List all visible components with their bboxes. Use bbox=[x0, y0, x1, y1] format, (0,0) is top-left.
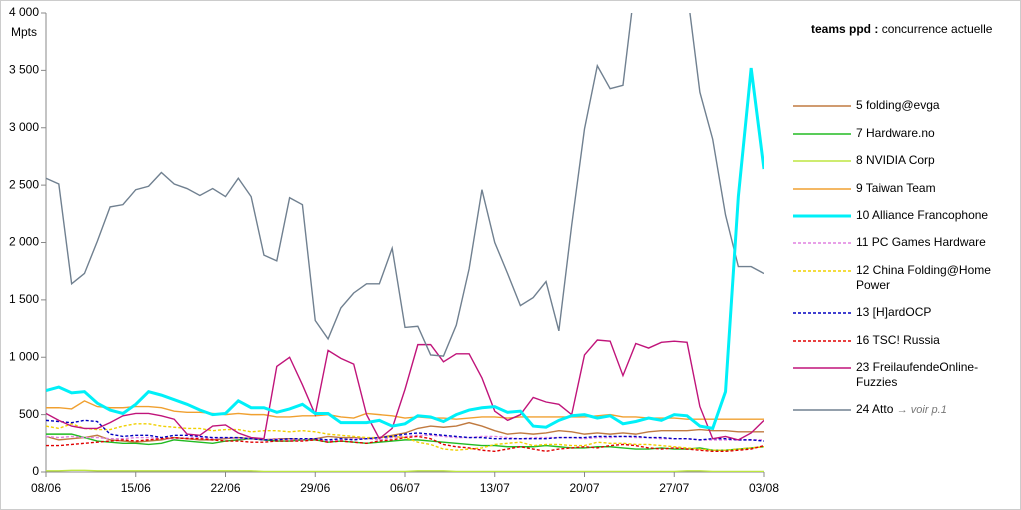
series-line bbox=[46, 419, 764, 442]
x-tick-label: 08/06 bbox=[31, 481, 61, 495]
legend-entry: 10 Alliance Francophone bbox=[856, 208, 1006, 223]
legend-entry: 24 Atto → voir p.1 bbox=[856, 402, 1006, 418]
legend-label: 11 PC Games Hardware bbox=[856, 235, 986, 249]
legend-label: 13 [H]ardOCP bbox=[856, 305, 932, 319]
legend-label: 12 China Folding@Home Power bbox=[856, 263, 991, 292]
legend-entry: 13 [H]ardOCP bbox=[856, 305, 1006, 320]
legend-label: 9 Taiwan Team bbox=[856, 181, 936, 195]
legend-entry: 23 FreilaufendeOnline-Fuzzies bbox=[856, 360, 1006, 390]
annotation: → voir p.1 bbox=[896, 404, 947, 416]
series-line bbox=[46, 400, 764, 420]
legend-label: 7 Hardware.no bbox=[856, 126, 935, 140]
series-line bbox=[46, 339, 764, 441]
series-line bbox=[46, 67, 764, 431]
legend-label: 16 TSC! Russia bbox=[856, 333, 940, 347]
y-tick-label: 1 500 bbox=[9, 292, 39, 306]
legend-entry: 8 NVIDIA Corp bbox=[856, 153, 1006, 168]
legend-label: 24 Atto bbox=[856, 402, 894, 416]
legend-entry: 9 Taiwan Team bbox=[856, 181, 1006, 196]
legend-label: 8 NVIDIA Corp bbox=[856, 153, 935, 167]
legend-label: 23 FreilaufendeOnline-Fuzzies bbox=[856, 360, 979, 389]
x-tick-label: 15/06 bbox=[121, 481, 151, 495]
legend-entry: 12 China Folding@Home Power bbox=[856, 263, 1006, 293]
series-line bbox=[46, 421, 764, 443]
legend-label: 5 folding@evga bbox=[856, 98, 940, 112]
y-tick-label: 4 000 bbox=[9, 5, 39, 19]
x-tick-label: 03/08 bbox=[749, 481, 779, 495]
legend-label: 10 Alliance Francophone bbox=[856, 208, 989, 222]
title-block: teams ppd : concurrence actuelle bbox=[811, 22, 992, 36]
series-line bbox=[46, 13, 764, 357]
chart-subtitle: concurrence actuelle bbox=[881, 22, 993, 36]
x-tick-label: 06/07 bbox=[390, 481, 420, 495]
series-line bbox=[46, 433, 764, 451]
y-tick-label: 2 000 bbox=[9, 235, 39, 249]
legend-entry: 11 PC Games Hardware bbox=[856, 235, 1006, 250]
x-tick-label: 20/07 bbox=[569, 481, 599, 495]
x-tick-label: 13/07 bbox=[480, 481, 510, 495]
legend-entry: 5 folding@evga bbox=[856, 98, 1006, 113]
y-tick-label: 500 bbox=[19, 407, 39, 421]
y-tick-label: 0 bbox=[32, 464, 39, 478]
series-line bbox=[46, 435, 764, 453]
series-line bbox=[46, 469, 764, 472]
legend-entry: 7 Hardware.no bbox=[856, 126, 1006, 141]
x-tick-label: 29/06 bbox=[300, 481, 330, 495]
y-tick-label: 3 500 bbox=[9, 63, 39, 77]
x-tick-label: 27/07 bbox=[659, 481, 689, 495]
y-tick-label: 2 500 bbox=[9, 177, 39, 191]
chart-title: teams ppd : bbox=[811, 22, 879, 36]
y-label: Mpts bbox=[11, 25, 37, 39]
x-tick-label: 22/06 bbox=[210, 481, 240, 495]
y-tick-label: 1 000 bbox=[9, 349, 39, 363]
y-tick-label: 3 000 bbox=[9, 120, 39, 134]
legend-entry: 16 TSC! Russia bbox=[856, 333, 1006, 348]
